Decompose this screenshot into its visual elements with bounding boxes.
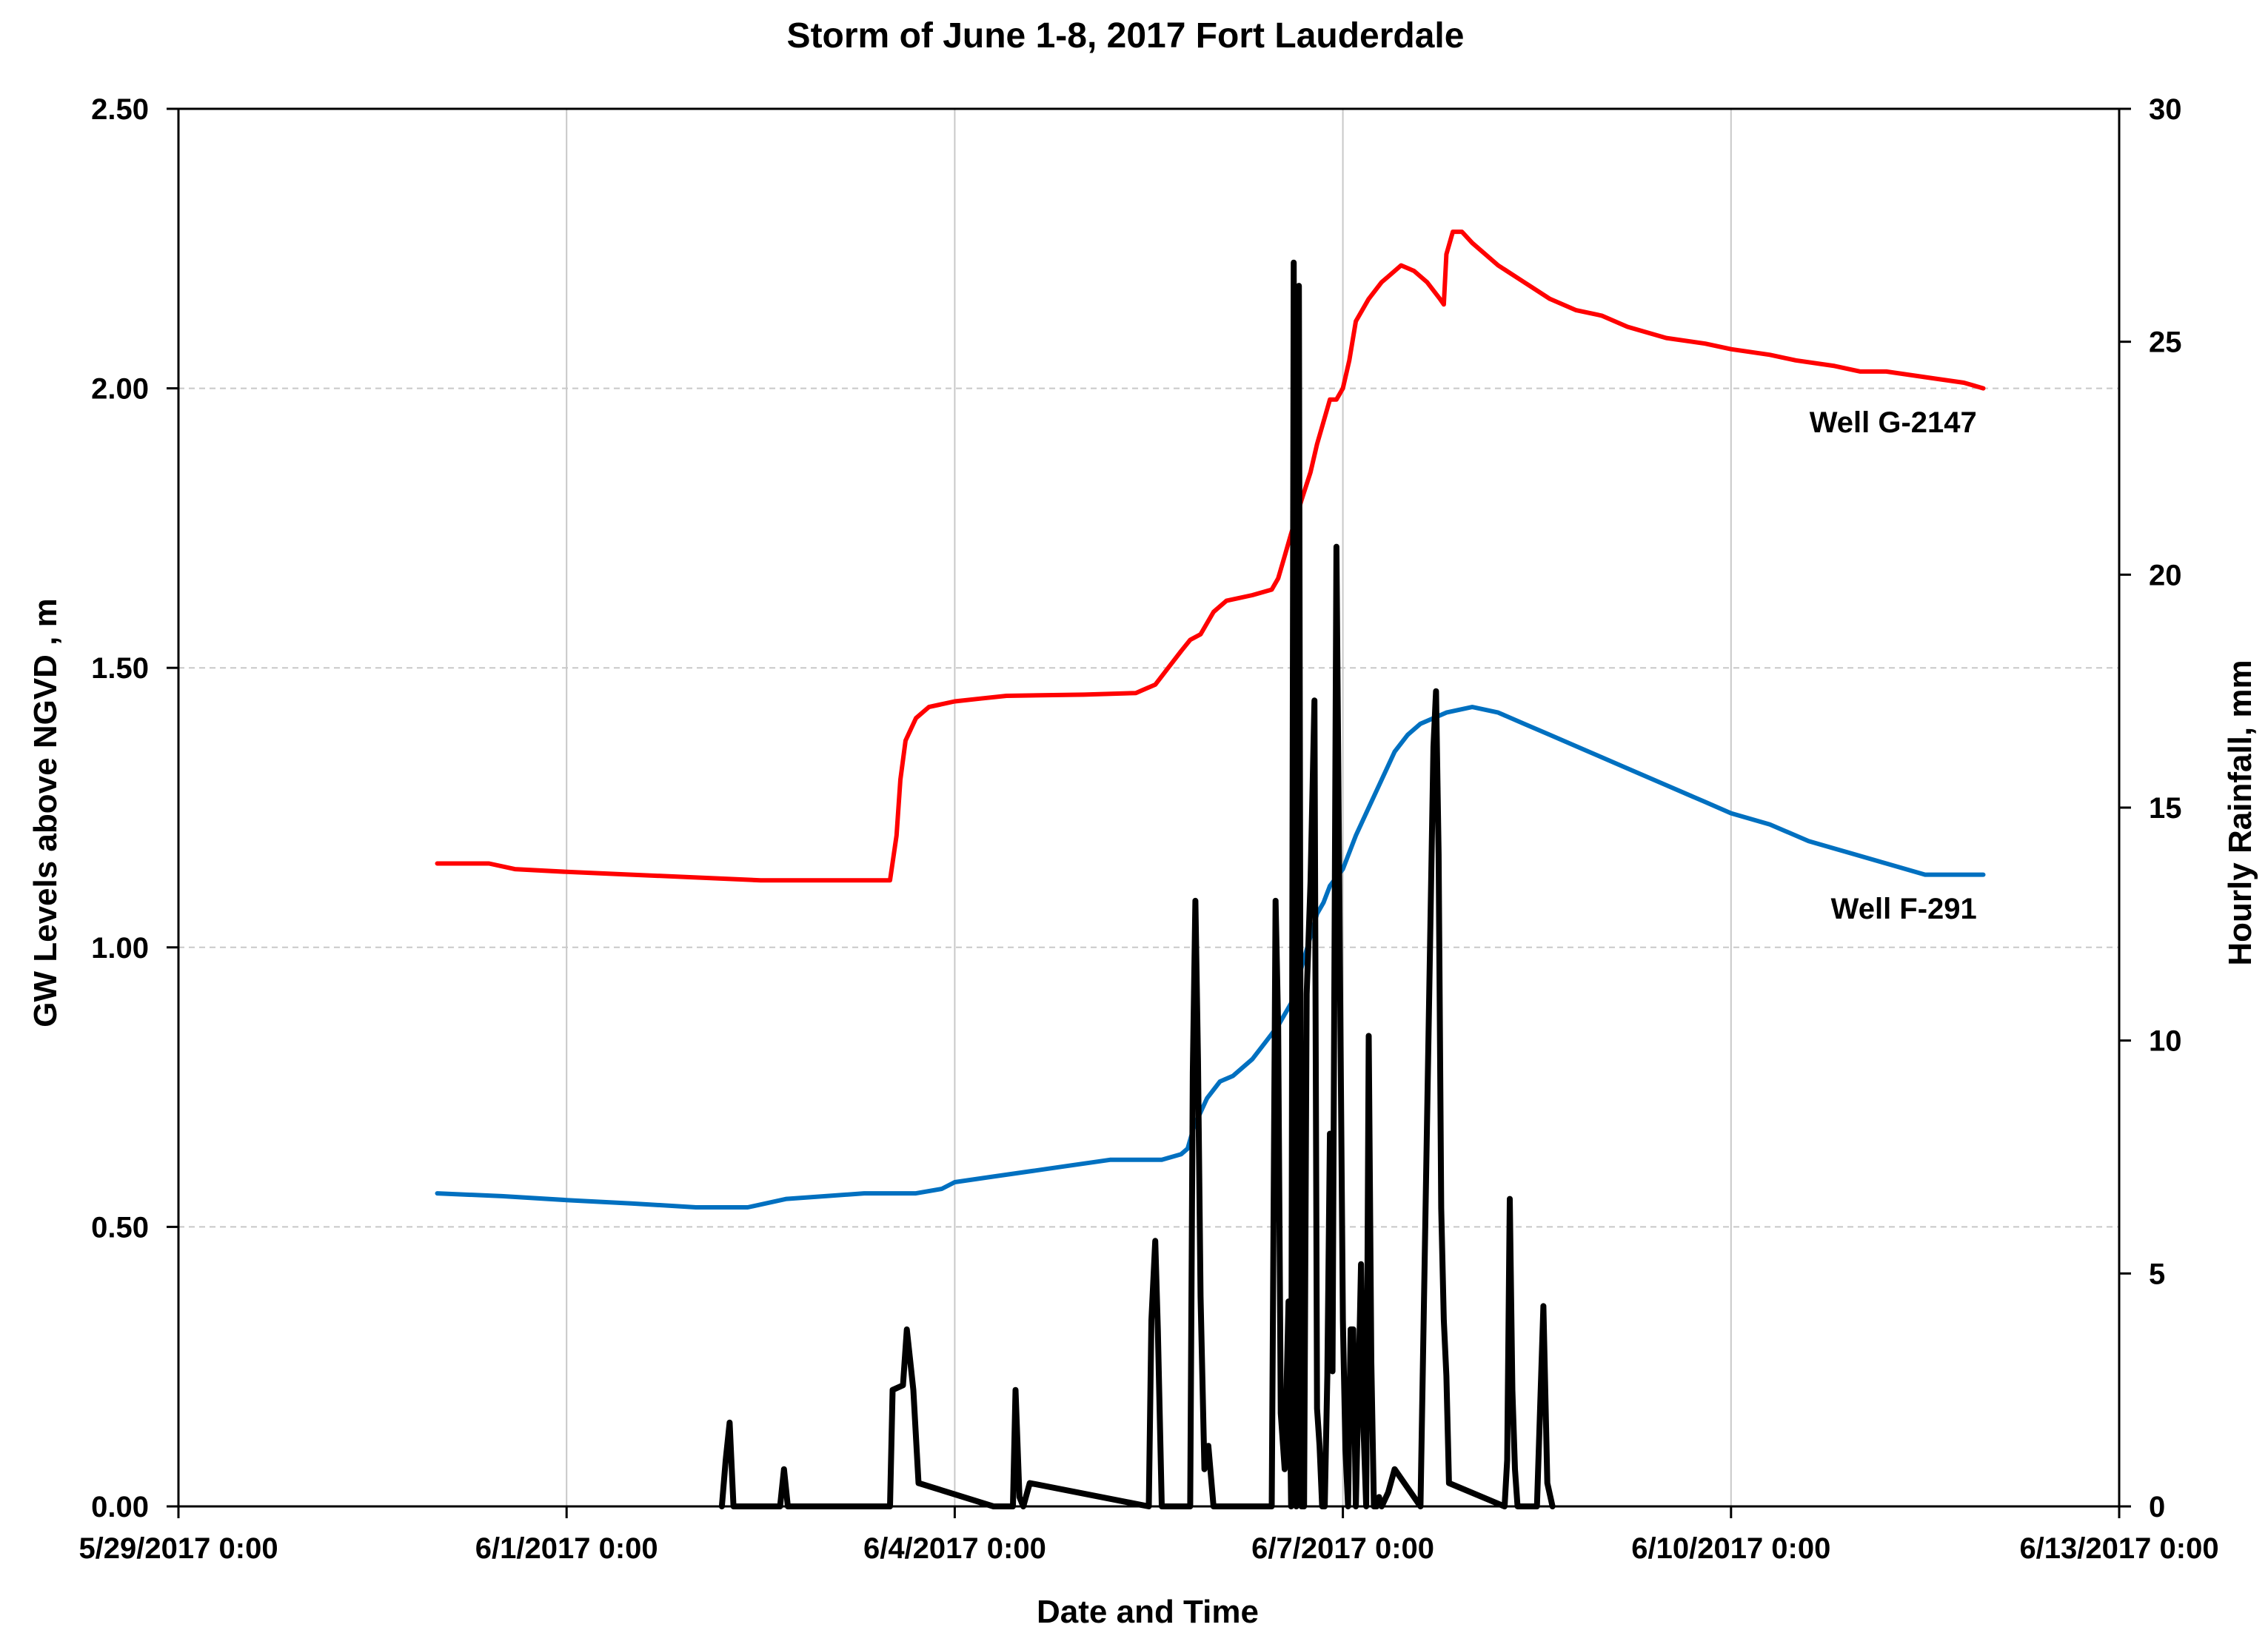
x-tick-label: 6/7/2017 0:00: [1251, 1532, 1434, 1565]
y-right-tick-label: 20: [2149, 559, 2182, 591]
well-g-2147-line: [435, 229, 1986, 883]
y-right-tick-label: 10: [2149, 1025, 2182, 1058]
x-tick-label: 6/4/2017 0:00: [863, 1532, 1046, 1565]
y-left-tick-label: 1.00: [91, 932, 149, 965]
tick-labels: 5/29/2017 0:00 6/1/2017 0:00 6/4/2017 0:00…: [78, 93, 2218, 1565]
axes: [167, 107, 2131, 1518]
y-left-tick-label: 0.50: [91, 1211, 149, 1244]
well-f-291-label: Well F-291: [1831, 893, 1977, 925]
y-left-tick-label: 1.50: [91, 652, 149, 685]
series-labels: Well G-2147 Well F-291: [1810, 406, 1977, 925]
y-right-tick-label: 25: [2149, 326, 2182, 359]
well-g-2147-label: Well G-2147: [1810, 406, 1977, 439]
x-tick-label: 5/29/2017 0:00: [78, 1532, 278, 1565]
y-right-tick-label: 15: [2149, 792, 2182, 825]
y-right-tick-label: 0: [2149, 1491, 2165, 1523]
y-axis-right-title: Hourly Rainfall, mm: [2222, 660, 2258, 965]
x-tick-label: 6/13/2017 0:00: [2019, 1532, 2218, 1565]
x-axis-title: Date and Time: [1037, 1594, 1259, 1630]
series-layer: [435, 229, 1986, 1509]
y-left-tick-label: 2.50: [91, 93, 149, 126]
y-right-tick-label: 5: [2149, 1258, 2165, 1290]
x-tick-label: 6/1/2017 0:00: [475, 1532, 658, 1565]
y-right-tick-label: 30: [2149, 93, 2182, 126]
hourly-rainfall-line: [718, 259, 1556, 1509]
x-tick-label: 6/10/2017 0:00: [1631, 1532, 1830, 1565]
y-axis-left-title: GW Levels above NGVD , m: [27, 598, 64, 1027]
chart-title: Storm of June 1-8, 2017 Fort Lauderdale: [787, 16, 1465, 56]
y-left-tick-label: 2.00: [91, 373, 149, 406]
grid-lines: [178, 109, 2119, 1506]
y-left-tick-label: 0.00: [91, 1491, 149, 1523]
